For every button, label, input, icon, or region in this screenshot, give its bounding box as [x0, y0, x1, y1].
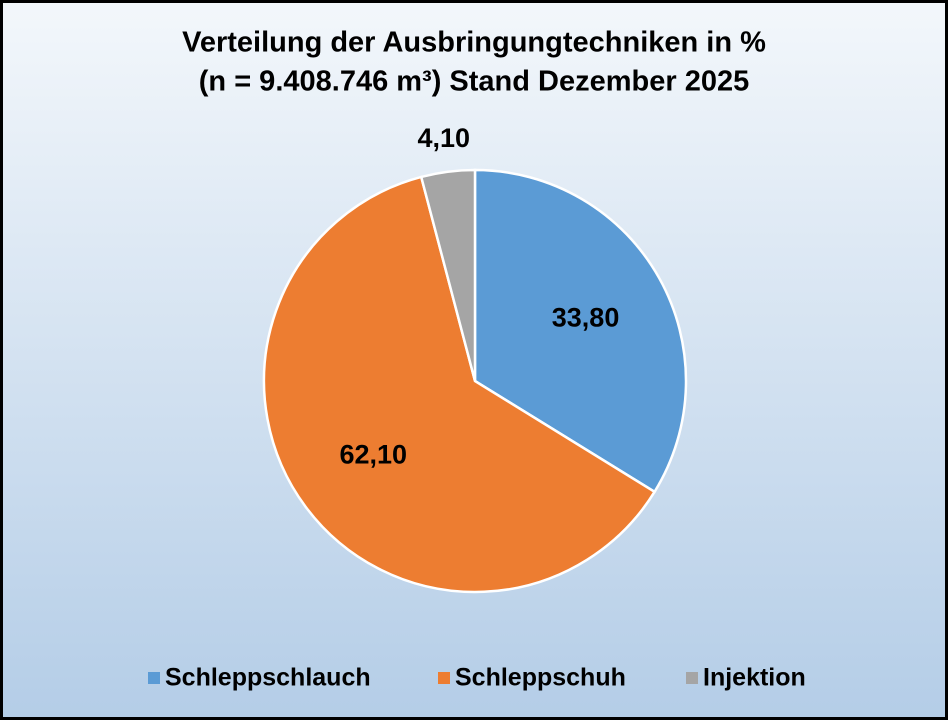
- legend-label: Injektion: [703, 664, 806, 692]
- pie-slice: [473, 168, 688, 494]
- legend-swatch: [148, 672, 160, 684]
- data-label: 62,10: [339, 440, 407, 470]
- pie-slice: [419, 168, 477, 382]
- legend-swatch: [438, 672, 450, 684]
- data-label: 4,10: [418, 123, 471, 153]
- legend-label: Schleppschuh: [455, 664, 626, 692]
- legend-swatch: [686, 672, 698, 684]
- pie-slice: [262, 175, 657, 594]
- legend-label: Schleppschlauch: [165, 664, 371, 692]
- chart-title: (n = 9.408.746 m³) Stand Dezember 2025: [199, 66, 749, 98]
- chart-title: Verteilung der Ausbringungtechniken in %: [182, 27, 766, 59]
- data-label: 33,80: [552, 302, 620, 332]
